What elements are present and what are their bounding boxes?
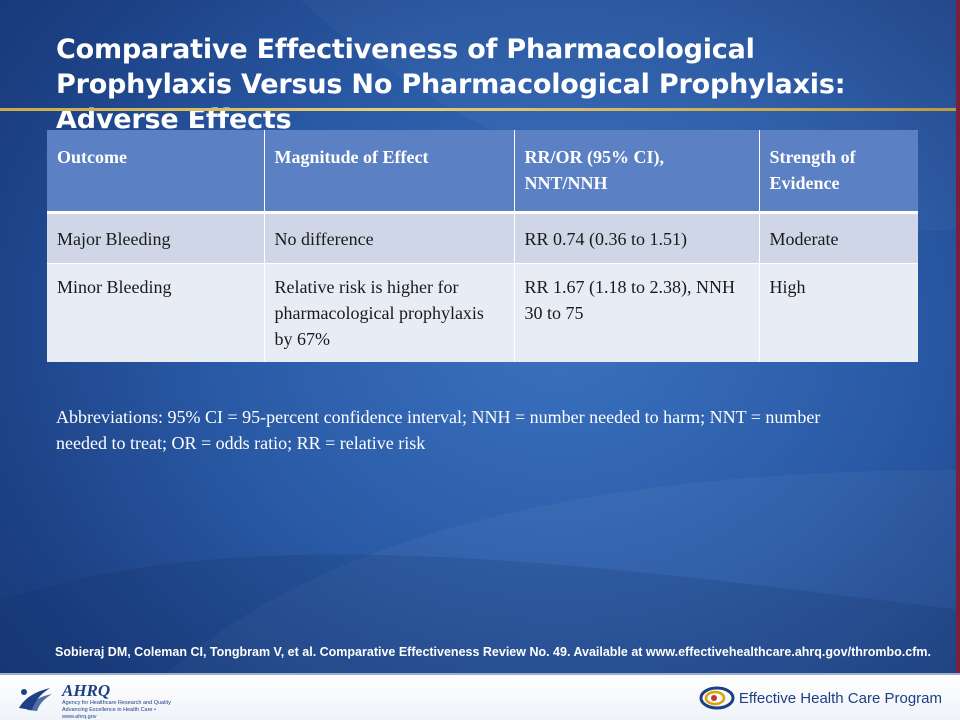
hhs-eagle-icon [19,688,52,711]
table-cell-strength: Moderate [758,211,918,263]
table-cell-outcome: Major Bleeding [47,211,264,263]
table-cell-rr-or: RR 1.67 (1.18 to 2.38), NNH 30 to 75 [513,262,759,362]
ehc-program-icon [699,686,735,710]
header-rr-or: RR/OR (95% CI), NNT/NNH [513,130,759,214]
ahrq-logo: AHRQ Agency for Healthcare Research and … [62,682,182,720]
right-edge-bar [956,0,960,720]
table-cell-magnitude: Relative risk is higher for pharmacologi… [263,262,514,362]
table-cell-rr-or: RR 0.74 (0.36 to 1.51) [513,211,759,263]
table-row: Minor Bleeding Relative risk is higher f… [47,262,918,362]
ahrq-tagline: Advancing Excellence in Health Care • ww… [62,707,156,720]
evidence-table: Outcome Magnitude of Effect RR/OR (95% C… [47,130,918,362]
table-cell-magnitude: No difference [263,211,514,263]
title-divider [0,108,960,111]
citation: Sobieraj DM, Coleman CI, Tongbram V, et … [55,645,931,659]
footer-bar: AHRQ Agency for Healthcare Research and … [0,673,960,720]
table-header-row: Outcome Magnitude of Effect RR/OR (95% C… [47,130,918,214]
header-outcome: Outcome [47,130,264,214]
table-cell-outcome: Minor Bleeding [47,262,264,362]
ehc-program-label: Effective Health Care Program [738,689,942,707]
header-magnitude: Magnitude of Effect [263,130,514,214]
ahrq-subtitle: Agency for Healthcare Research and Quali… [62,700,171,706]
table-row: Major Bleeding No difference RR 0.74 (0.… [47,211,918,263]
ehc-program-logo: Effective Health Care Program [699,685,942,711]
header-strength: Strength of Evidence [758,130,918,214]
ahrq-wordmark: AHRQ [62,681,111,700]
slide-title: Comparative Effectiveness of Pharmacolog… [56,34,846,135]
table-cell-strength: High [758,262,918,362]
abbreviations-note: Abbreviations: 95% CI = 95-percent confi… [56,407,821,453]
